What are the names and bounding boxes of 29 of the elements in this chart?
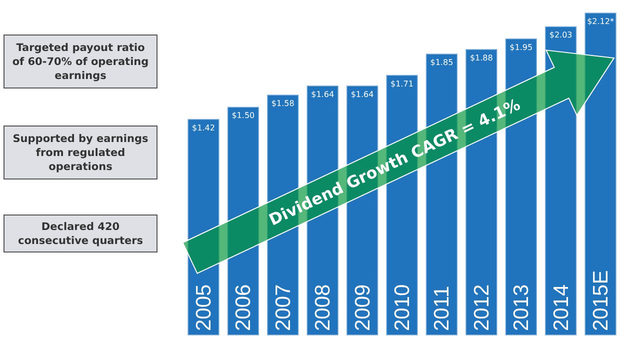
- x-tick-label: 2010: [391, 284, 414, 331]
- data-label: $1.88: [470, 53, 493, 62]
- data-label: $1.85: [430, 58, 454, 68]
- bar: [544, 26, 577, 336]
- text: Supported by earnings from regulated operations: [12, 133, 148, 173]
- x-tick-label: 2011: [430, 286, 454, 331]
- data-label: $1.64: [350, 90, 374, 99]
- data-label: $1.50: [232, 111, 255, 120]
- x-tick-label: 2013: [510, 284, 534, 331]
- x-tick-label: 2009: [351, 284, 374, 331]
- data-label: $2.12*: [587, 17, 614, 26]
- bar: [188, 118, 220, 336]
- data-label: $1.58: [271, 99, 294, 108]
- x-tick-label: 2008: [312, 284, 335, 331]
- text: Declared 420 consecutive quarters: [18, 221, 144, 247]
- data-label: $1.64: [311, 90, 334, 99]
- x-tick-label: 2005: [192, 284, 216, 331]
- text: Targeted payout ratio of 60-70% of operating earnings: [12, 42, 149, 82]
- data-label: $1.95: [510, 42, 533, 52]
- bar: [584, 12, 616, 336]
- data-label: $1.71: [390, 79, 414, 88]
- x-tick-label: 2012: [470, 284, 494, 331]
- bar: [227, 106, 260, 336]
- x-tick-label: 2007: [272, 284, 295, 331]
- data-label: $2.03: [549, 30, 572, 40]
- data-label: $1.42: [192, 123, 215, 132]
- x-tick-label: 2015E: [590, 270, 613, 331]
- x-tick-label: 2014: [550, 284, 573, 331]
- x-tick-label: 2006: [232, 284, 256, 331]
